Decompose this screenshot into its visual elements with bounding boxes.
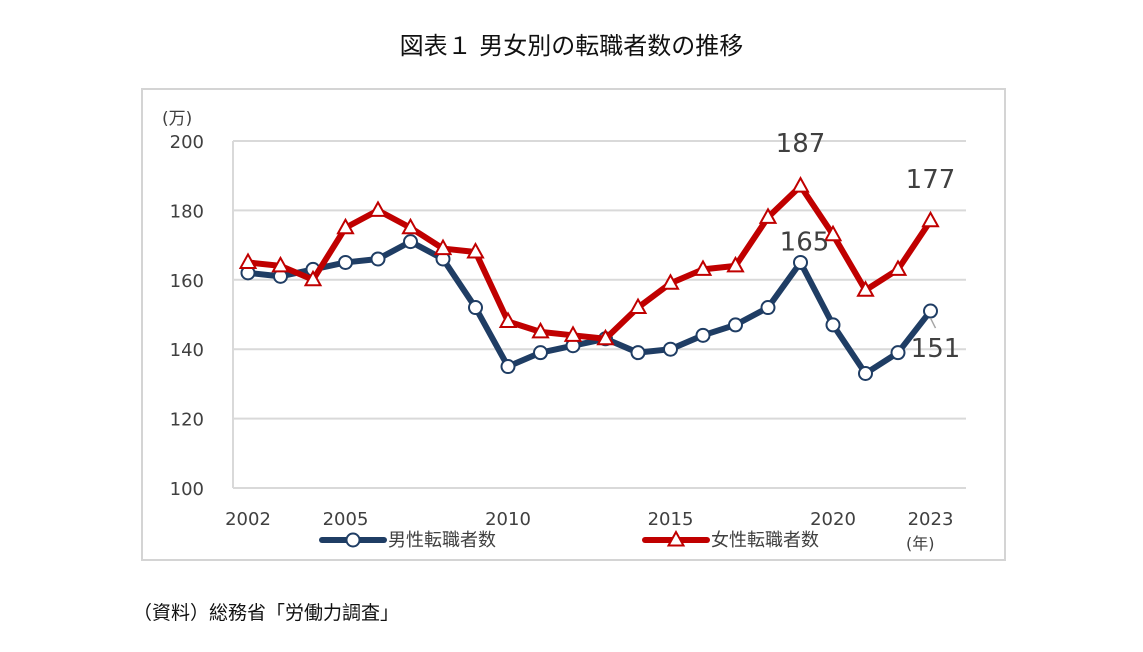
- y-tick-180: 180: [170, 201, 204, 222]
- point-1-2016: [693, 259, 713, 276]
- data-label-177: 177: [906, 165, 956, 195]
- point-0-2021: [858, 365, 873, 381]
- point-0-2014: [630, 345, 646, 361]
- point-1-2015: [661, 273, 680, 290]
- point-1-2006: [368, 200, 388, 217]
- point-0-2018: [760, 300, 776, 316]
- point-1-2018: [758, 207, 778, 224]
- data-label-165: 165: [780, 227, 830, 257]
- point-0-2016: [695, 327, 711, 343]
- point-1-2021: [856, 280, 875, 297]
- point-1-2012: [563, 325, 583, 342]
- x-tick-2010: 2010: [485, 509, 531, 530]
- point-1-2008: [433, 238, 453, 256]
- y-tick-140: 140: [170, 340, 204, 361]
- source-note: （資料）総務省「労働力調査」: [133, 602, 400, 624]
- point-1-2019: [791, 176, 810, 193]
- point-1-2009: [466, 241, 485, 259]
- chart-title: 図表１ 男女別の転職者数の推移: [399, 32, 744, 60]
- series-group: [238, 176, 940, 381]
- y-tick-100: 100: [170, 479, 204, 500]
- chart-frame: [141, 88, 1006, 561]
- point-0-2009: [468, 300, 483, 316]
- legend-marker-0: [345, 532, 361, 548]
- point-0-2023: [923, 303, 938, 319]
- y-tick-120: 120: [170, 410, 204, 431]
- point-0-2020: [825, 317, 841, 333]
- x-tick-2002: 2002: [225, 509, 271, 530]
- point-1-2003: [271, 255, 290, 273]
- point-0-2017: [728, 317, 743, 333]
- point-1-2023: [921, 210, 940, 228]
- point-1-2020: [823, 224, 843, 242]
- legend-marker-1: [666, 529, 686, 547]
- point-1-2010: [498, 311, 518, 328]
- grid-lines: [232, 140, 966, 489]
- data-label-187: 187: [776, 129, 826, 159]
- point-1-2013: [596, 328, 615, 346]
- y-tick-160: 160: [170, 271, 204, 292]
- point-0-2006: [370, 251, 386, 267]
- point-1-2022: [888, 259, 908, 276]
- x-tick-2020: 2020: [810, 509, 856, 530]
- point-1-2017: [726, 255, 745, 273]
- x-unit-label: (年): [906, 534, 935, 553]
- point-0-2022: [890, 345, 906, 361]
- legend: 男性転職者数 女性転職者数: [319, 529, 819, 551]
- point-1-2002: [238, 252, 258, 269]
- legend-label-0: 男性転職者数: [388, 530, 496, 551]
- legend-label-1: 女性転職者数: [711, 530, 819, 551]
- y-tick-200: 200: [170, 132, 204, 153]
- x-tick-labels: 2002 2005 2010 2015 2020 2023: [225, 509, 953, 530]
- point-0-2011: [533, 345, 548, 361]
- point-1-2005: [336, 217, 355, 235]
- x-tick-2005: 2005: [323, 509, 369, 530]
- x-tick-2015: 2015: [648, 509, 694, 530]
- data-labels: 187 177 165 151: [776, 129, 961, 364]
- series-line-1: [245, 183, 934, 342]
- point-1-2004: [303, 269, 323, 287]
- data-label-151: 151: [911, 334, 961, 364]
- point-1-2014: [628, 297, 648, 315]
- x-tick-2023: 2023: [908, 509, 954, 530]
- point-1-2011: [531, 321, 550, 339]
- point-0-2005: [338, 254, 353, 270]
- label-leader-line: [929, 317, 937, 329]
- point-0-2015: [663, 341, 678, 357]
- y-unit-label: (万): [162, 109, 192, 129]
- series-line-0: [245, 238, 934, 377]
- y-tick-labels: 100 120 140 160 180 200: [170, 132, 204, 500]
- point-0-2010: [500, 359, 516, 375]
- point-0-2007: [403, 234, 418, 250]
- axis-units: (万) (年): [162, 109, 935, 553]
- point-1-2007: [401, 217, 420, 235]
- point-0-2019: [793, 254, 808, 270]
